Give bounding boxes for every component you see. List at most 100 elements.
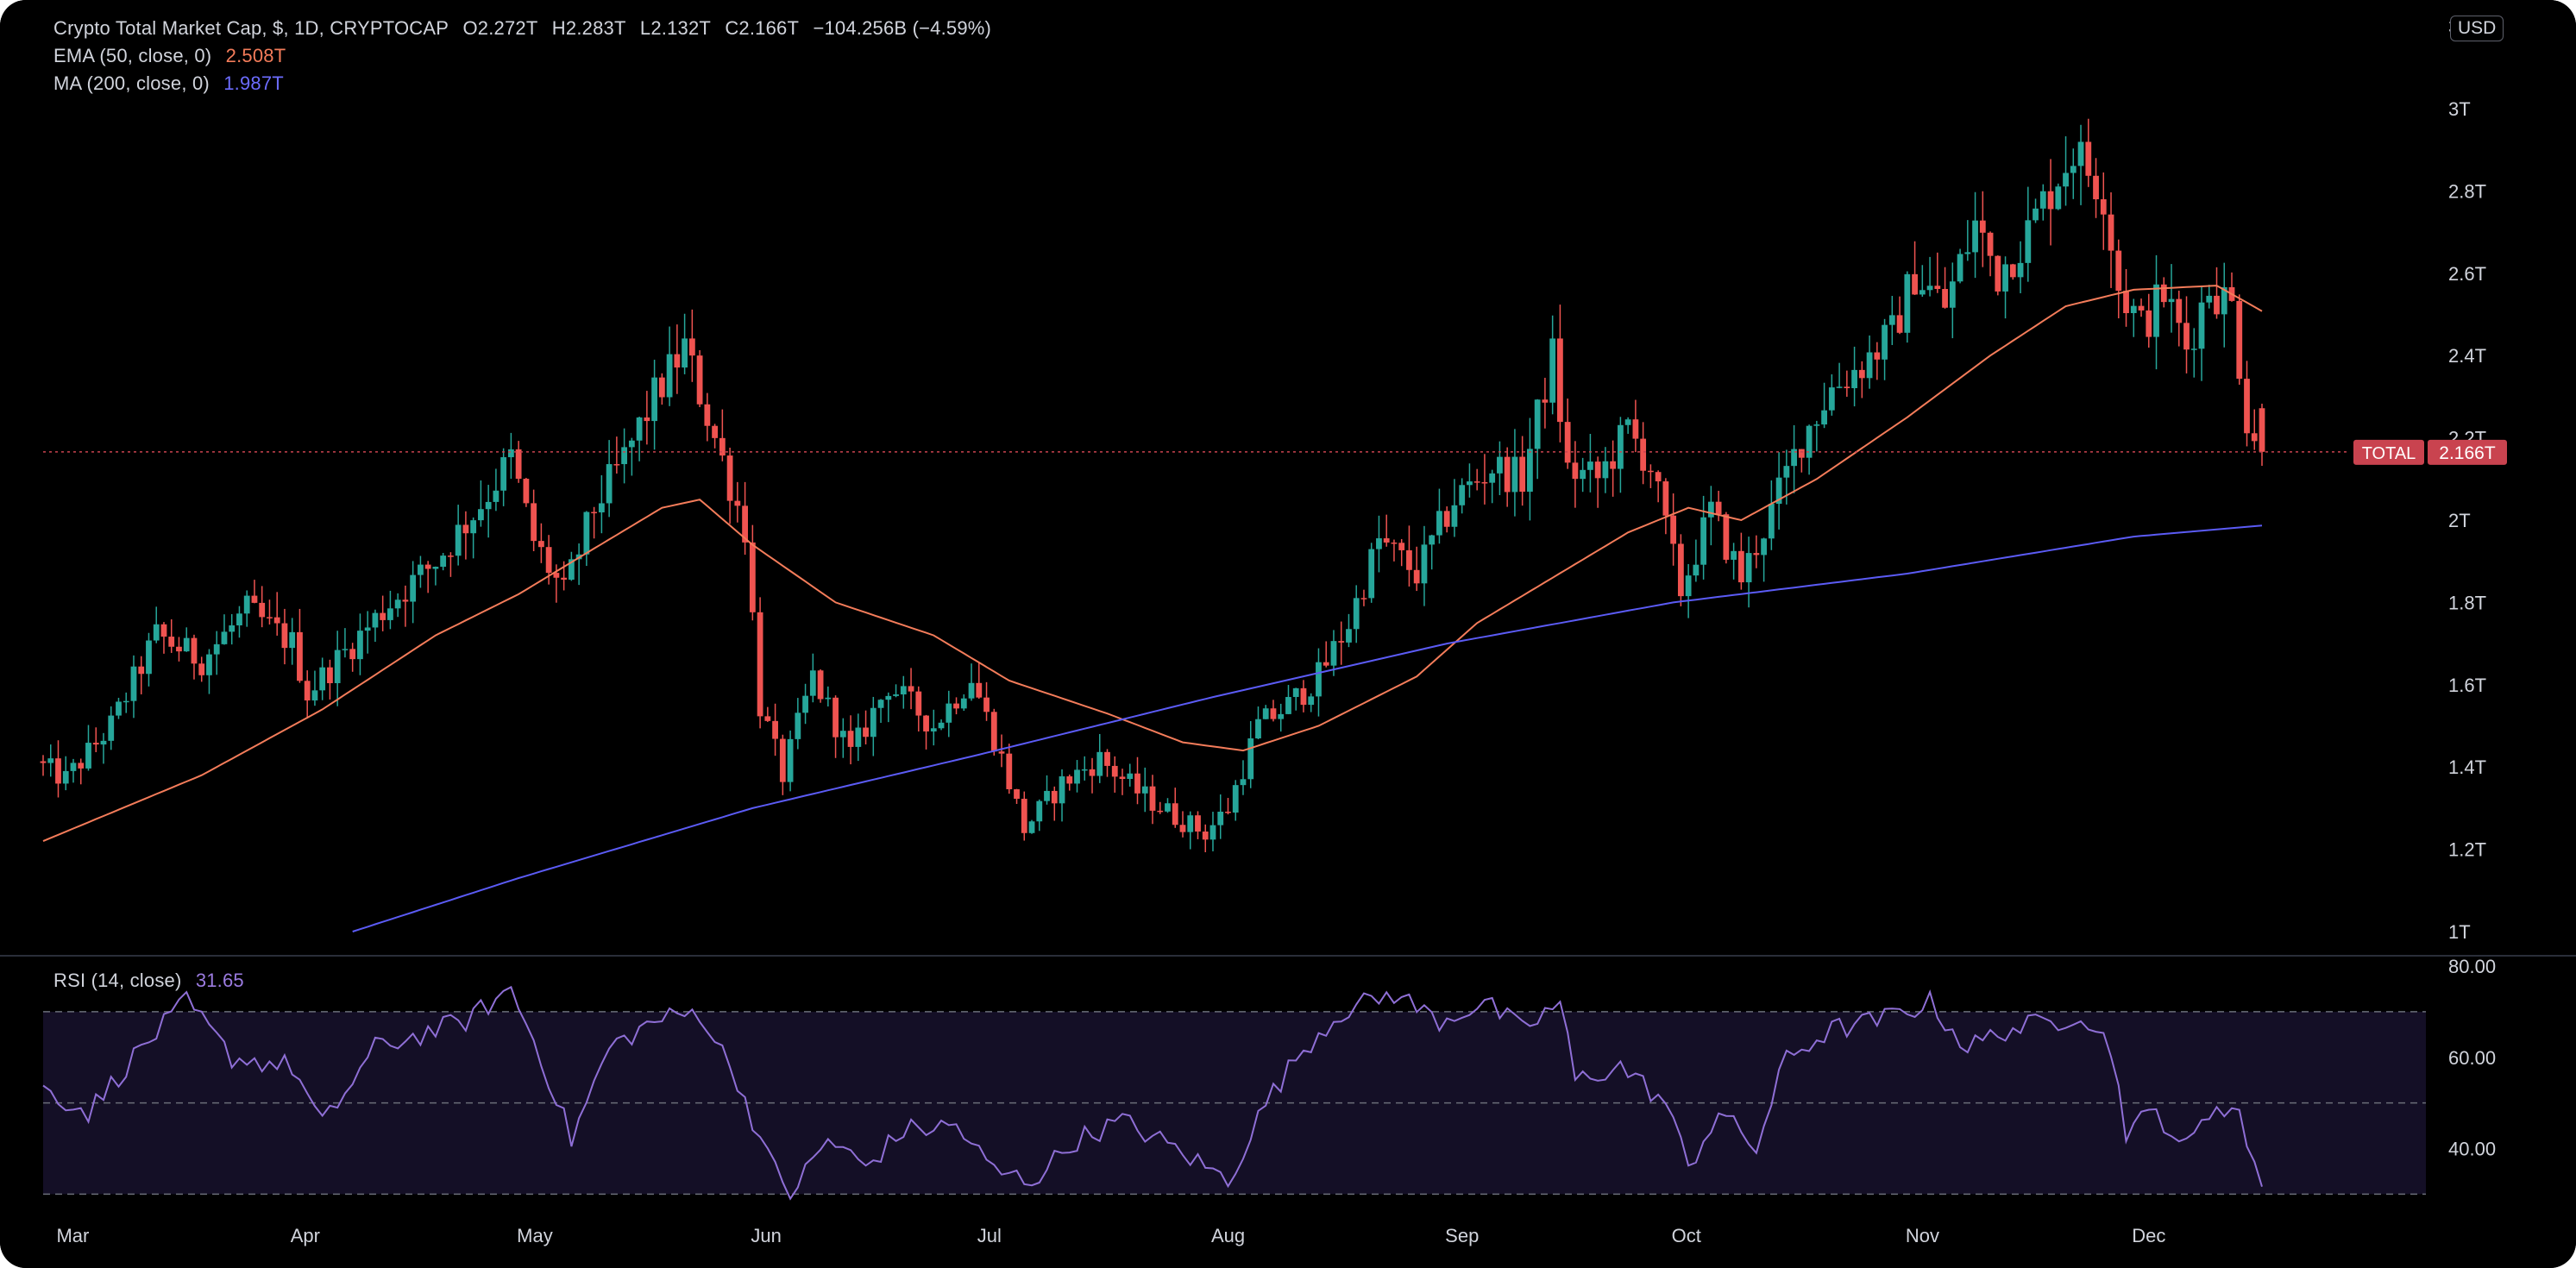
candle-body[interactable] <box>236 613 242 626</box>
candle-body[interactable] <box>1119 776 1126 780</box>
candle-body[interactable] <box>1232 785 1239 813</box>
candle-body[interactable] <box>1217 811 1224 825</box>
candle-body[interactable] <box>1768 504 1775 539</box>
candle-body[interactable] <box>1368 549 1375 599</box>
candle-body[interactable] <box>2085 141 2092 176</box>
candle-body[interactable] <box>281 623 288 649</box>
candle-body[interactable] <box>1292 687 1299 698</box>
candle-body[interactable] <box>40 761 47 763</box>
candle-body[interactable] <box>2259 408 2265 452</box>
candle-body[interactable] <box>893 694 899 696</box>
candle-body[interactable] <box>1995 255 2001 292</box>
candle-body[interactable] <box>1511 456 1518 493</box>
legend-ema-row[interactable]: EMA (50, close, 0) 2.508T <box>53 45 294 67</box>
candle-body[interactable] <box>1451 505 1458 527</box>
candle-body[interactable] <box>1089 769 1096 776</box>
candle-body[interactable] <box>297 631 303 681</box>
candle-body[interactable] <box>553 573 560 578</box>
candle-body[interactable] <box>983 697 990 712</box>
candle-body[interactable] <box>1338 641 1345 643</box>
candle-body[interactable] <box>2047 191 2054 210</box>
candle-body[interactable] <box>402 599 409 602</box>
candle-body[interactable] <box>674 354 681 368</box>
candle-body[interactable] <box>651 377 658 422</box>
candle-body[interactable] <box>938 722 945 729</box>
candle-body[interactable] <box>855 727 862 747</box>
candle-body[interactable] <box>1557 338 1563 423</box>
candle-body[interactable] <box>1398 543 1405 550</box>
candle-body[interactable] <box>2093 175 2099 200</box>
candle-body[interactable] <box>2108 214 2114 251</box>
candle-body[interactable] <box>621 447 628 465</box>
candle-body[interactable] <box>1685 575 1692 597</box>
candle-body[interactable] <box>251 595 258 603</box>
candle-body[interactable] <box>1436 511 1442 536</box>
candle-body[interactable] <box>1346 629 1352 643</box>
candle-body[interactable] <box>1828 387 1835 411</box>
legend-ma-row[interactable]: MA (200, close, 0) 1.987T <box>53 72 292 95</box>
candle-body[interactable] <box>357 631 363 660</box>
candle-body[interactable] <box>1497 456 1503 474</box>
candle-body[interactable] <box>1610 461 1617 469</box>
candle-body[interactable] <box>1572 462 1579 480</box>
candle-body[interactable] <box>2033 208 2039 221</box>
candle-body[interactable] <box>1836 386 1843 388</box>
candle-body[interactable] <box>712 425 718 438</box>
candle-body[interactable] <box>658 377 665 398</box>
candle-body[interactable] <box>1761 538 1768 556</box>
candle-body[interactable] <box>1858 369 1865 379</box>
candle-body[interactable] <box>1467 481 1473 486</box>
candle-body[interactable] <box>2214 295 2220 315</box>
candle-body[interactable] <box>507 449 514 458</box>
candle-body[interactable] <box>537 541 544 548</box>
candle-body[interactable] <box>198 663 205 675</box>
candles-layer[interactable] <box>40 118 2265 853</box>
candle-body[interactable] <box>990 712 997 752</box>
candle-body[interactable] <box>432 567 439 569</box>
candle-body[interactable] <box>1904 273 1911 333</box>
candle-body[interactable] <box>583 512 590 555</box>
candle-body[interactable] <box>953 703 959 709</box>
candle-body[interactable] <box>1775 477 1782 505</box>
candle-body[interactable] <box>915 691 922 716</box>
candle-body[interactable] <box>1429 535 1436 545</box>
candle-body[interactable] <box>2063 173 2069 187</box>
candle-body[interactable] <box>1844 386 1850 388</box>
candle-body[interactable] <box>2025 220 2032 263</box>
candle-body[interactable] <box>1934 286 1941 290</box>
candle-body[interactable] <box>628 440 635 448</box>
candle-body[interactable] <box>968 682 975 699</box>
candle-body[interactable] <box>1737 550 1744 583</box>
candle-body[interactable] <box>757 612 763 717</box>
candle-body[interactable] <box>568 559 575 581</box>
candle-body[interactable] <box>764 716 771 721</box>
candle-body[interactable] <box>666 354 673 398</box>
candle-body[interactable] <box>1731 550 1737 560</box>
candle-body[interactable] <box>1157 810 1164 813</box>
candle-body[interactable] <box>176 646 182 652</box>
candle-body[interactable] <box>1549 338 1556 403</box>
candle-body[interactable] <box>606 464 613 504</box>
candle-body[interactable] <box>319 667 326 691</box>
candle-body[interactable] <box>138 666 145 675</box>
candle-body[interactable] <box>1519 456 1526 493</box>
candle-body[interactable] <box>1587 461 1593 470</box>
candle-body[interactable] <box>1059 776 1065 804</box>
candle-body[interactable] <box>1707 501 1714 518</box>
candle-body[interactable] <box>349 649 356 660</box>
candle-body[interactable] <box>153 624 160 641</box>
candle-body[interactable] <box>160 624 167 637</box>
candle-body[interactable] <box>1141 786 1148 794</box>
candle-body[interactable] <box>1564 422 1571 463</box>
candle-body[interactable] <box>1209 825 1216 840</box>
candle-body[interactable] <box>70 763 77 771</box>
candle-body[interactable] <box>1896 315 1903 333</box>
candle-body[interactable] <box>1481 481 1488 484</box>
candle-body[interactable] <box>1300 687 1307 706</box>
candle-body[interactable] <box>515 449 522 480</box>
candle-body[interactable] <box>1006 753 1013 789</box>
candle-body[interactable] <box>1225 811 1231 813</box>
candle-body[interactable] <box>2039 191 2046 209</box>
candle-body[interactable] <box>734 500 741 506</box>
candle-body[interactable] <box>243 595 250 614</box>
